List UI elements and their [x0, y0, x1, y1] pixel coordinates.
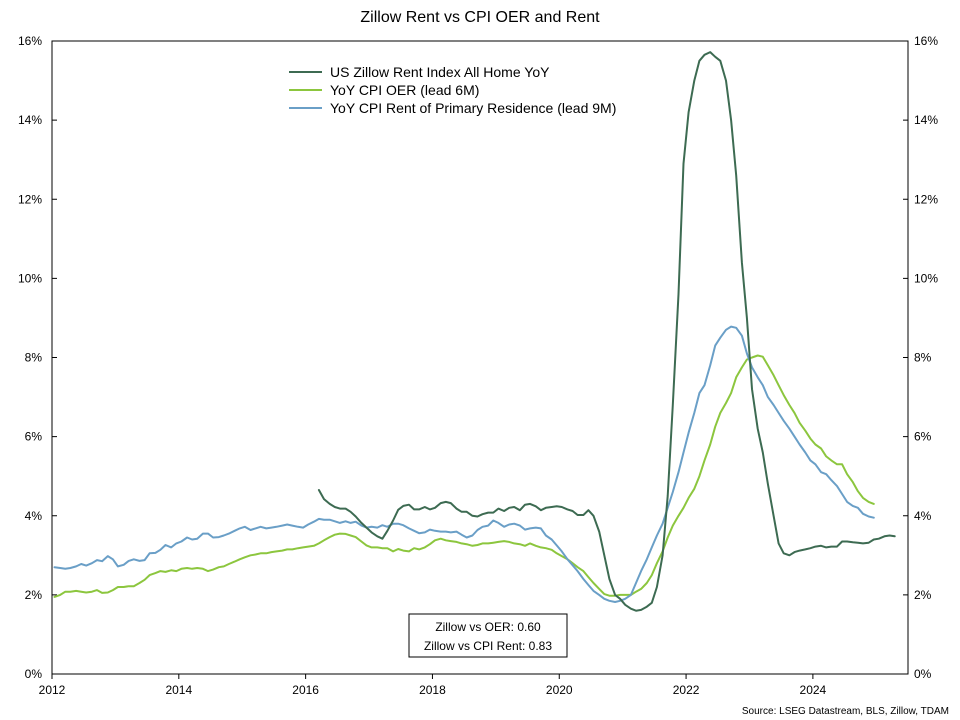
correlation-line-1: Zillow vs OER: 0.60 — [435, 620, 541, 634]
x-axis: 2012 2014 2016 2018 2020 2022 2024 — [39, 674, 827, 697]
y-tick-label-right: 12% — [914, 192, 938, 206]
chart-title: Zillow Rent vs CPI OER and Rent — [360, 9, 600, 26]
x-tick-label: 2012 — [39, 683, 66, 697]
y-tick-label-right: 16% — [914, 34, 938, 48]
series-cpi-oer-line — [53, 354, 875, 598]
x-tick-label: 2014 — [165, 683, 192, 697]
legend-item-cpi-rent-label: YoY CPI Rent of Primary Residence (lead … — [330, 100, 616, 116]
source-note: Source: LSEG Datastream, BLS, Zillow, TD… — [742, 706, 949, 717]
y-tick-label-right: 2% — [914, 588, 932, 602]
y-tick-label-left: 16% — [18, 34, 42, 48]
legend-item-cpi-oer-label: YoY CPI OER (lead 6M) — [330, 82, 479, 98]
series-layer — [53, 51, 896, 612]
y-tick-label-right: 0% — [914, 667, 932, 681]
plot-frame — [51, 40, 909, 675]
y-tick-label-right: 14% — [914, 113, 938, 127]
y-tick-label-left: 6% — [25, 430, 43, 444]
y-axis-right: 0% 2% 4% 6% 8% 10% 12% 14% 16% — [903, 34, 938, 681]
y-tick-label-right: 10% — [914, 271, 938, 285]
y-tick-label-left: 8% — [25, 351, 43, 365]
correlation-box-frame — [408, 613, 568, 658]
x-tick-label: 2020 — [546, 683, 573, 697]
legend: US Zillow Rent Index All Home YoY YoY CPI… — [289, 64, 616, 116]
legend-item-zillow-rent-label: US Zillow Rent Index All Home YoY — [330, 64, 550, 80]
y-tick-label-left: 0% — [25, 667, 43, 681]
correlation-box: Zillow vs OER: 0.60 Zillow vs CPI Rent: … — [408, 613, 568, 658]
series-zillow-rent-line — [317, 51, 896, 612]
y-tick-label-right: 8% — [914, 351, 932, 365]
x-tick-label: 2018 — [419, 683, 446, 697]
correlation-line-2: Zillow vs CPI Rent: 0.83 — [424, 639, 552, 653]
y-tick-label-right: 6% — [914, 430, 932, 444]
y-tick-label-right: 4% — [914, 509, 932, 523]
y-tick-label-left: 12% — [18, 192, 42, 206]
y-tick-label-left: 2% — [25, 588, 43, 602]
y-tick-label-left: 14% — [18, 113, 42, 127]
y-tick-label-left: 10% — [18, 271, 42, 285]
x-tick-label: 2022 — [673, 683, 700, 697]
y-tick-label-left: 4% — [25, 509, 43, 523]
series-cpi-rent-line — [53, 325, 875, 603]
x-tick-label: 2016 — [292, 683, 319, 697]
x-tick-label: 2024 — [800, 683, 827, 697]
y-axis-left: 0% 2% 4% 6% 8% 10% 12% 14% 16% — [18, 34, 57, 681]
